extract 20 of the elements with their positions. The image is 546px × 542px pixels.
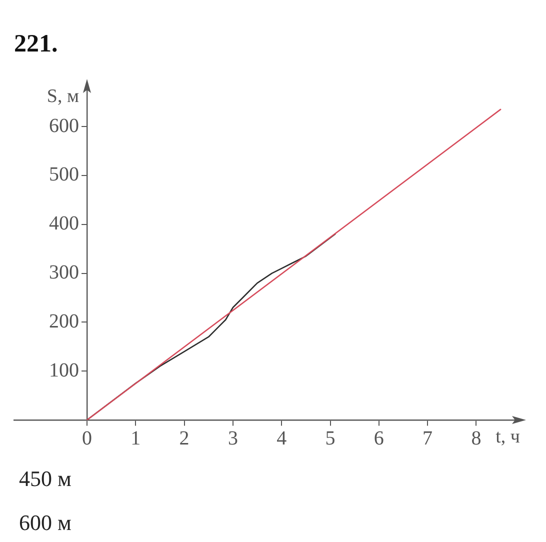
y-tick-label: 300: [48, 262, 79, 284]
y-tick-label: 100: [48, 359, 79, 382]
y-axis-title: S, м: [46, 86, 79, 107]
text: 600 м: [19, 510, 72, 535]
y-tick-label: 400: [48, 212, 79, 235]
x-tick-label: 6: [374, 427, 384, 450]
y-tick-label: 200: [48, 310, 79, 332]
x-tick-label: 5: [325, 427, 336, 450]
y-tick-label: 500: [48, 164, 79, 186]
x-tick-label: 0: [82, 427, 92, 450]
x-tick-label: 1: [130, 427, 141, 450]
x-axis-title: t, ч: [496, 426, 520, 448]
y-tick-label: 600: [48, 114, 79, 137]
x-tick-label: 4: [276, 427, 287, 450]
x-tick-label: 3: [228, 427, 238, 450]
x-tick-label: 2: [179, 427, 190, 450]
x-tick-label: 7: [422, 427, 433, 450]
x-tick-label: 8: [471, 427, 482, 450]
text: 450 м: [19, 466, 72, 491]
chart-title: 221.: [14, 30, 58, 58]
